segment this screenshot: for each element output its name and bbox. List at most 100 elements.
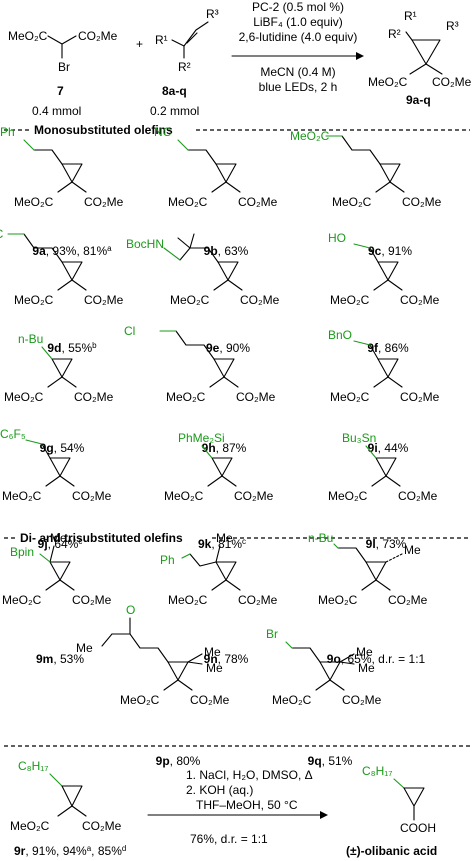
product-r2: R²	[388, 27, 401, 41]
9c-left-ester: MeO₂C	[332, 195, 372, 209]
9c-right-ester: CO₂Me	[402, 195, 442, 209]
9p-terminal-methyl: Me	[76, 641, 93, 655]
reagent-7-left-ester: MeO₂C	[8, 29, 48, 43]
9k-left-ester: MeO₂C	[164, 489, 204, 503]
9o-caption: 9o, 65%, d.r. = 1:1	[327, 652, 426, 666]
9e-substituent: BocHN	[126, 237, 164, 251]
9g-right-ester: CO₂Me	[74, 390, 114, 404]
olefin-8: R¹ R² R³ 8a-q 0.2 mmol	[150, 7, 219, 118]
compound-9a: MeO₂C CO₂Me Ph 9a, 93%, 81%a	[0, 125, 124, 258]
9n-methyl: Me	[216, 531, 233, 545]
9n-substituent: Ph	[160, 553, 175, 567]
9i-left-ester: MeO₂C	[330, 390, 370, 404]
reaction-arrow-main	[231, 52, 364, 60]
9i-caption: 9i, 44%	[368, 441, 409, 455]
9q-methyl-b: Me	[358, 661, 375, 675]
reagent-7-label: 7	[57, 84, 64, 98]
9n-right-ester: CO₂Me	[238, 593, 278, 607]
compound-9r-caption: 9r, 91%, 94%a, 85%d	[14, 844, 126, 858]
olefin-r1: R¹	[155, 33, 168, 47]
9q-right-ester: CO₂Me	[342, 693, 382, 707]
9f-substituent: HO	[328, 231, 346, 245]
final-condition-temp: THF–MeOH, 50 °C	[196, 798, 298, 812]
condition-catalyst: PC-2 (0.5 mol %)	[252, 0, 344, 14]
9q-methyl-a: Me	[356, 645, 373, 659]
9l-substituent: Bu₃Sn	[342, 431, 376, 445]
9p-methyl-b: Me	[206, 661, 223, 675]
compound-9d: MeO₂C CO₂Me HO₂C 9d, 55%b	[0, 227, 124, 355]
9l-left-ester: MeO₂C	[328, 489, 368, 503]
final-condition-step1: 1. NaCl, H₂O, DMSO, Δ	[186, 768, 313, 782]
9p-left-ester: MeO₂C	[120, 693, 160, 707]
reaction-arrow-final	[147, 811, 328, 819]
9m-right-ester: CO₂Me	[72, 593, 112, 607]
9f-caption: 9f, 86%	[367, 341, 409, 355]
olefin-r2: R²	[178, 60, 191, 74]
olefin-amount: 0.2 mmol	[150, 104, 199, 118]
reagent-7-right-ester: CO₂Me	[78, 29, 118, 43]
9k-substituent: PhMe₂Si	[178, 431, 225, 445]
product-9-general: R¹ R² R³ MeO₂C CO₂Me 9a-q	[368, 9, 472, 107]
reagent-7-amount: 0.4 mmol	[32, 104, 81, 118]
compound-9r-substituent: C₈H₁₇	[18, 759, 48, 773]
9a-substituent: Ph	[0, 125, 15, 139]
section-di-title: Di- and trisubstituted olefins	[20, 531, 183, 545]
9e-caption: 9e, 90%	[206, 341, 250, 355]
olefin-label: 8a-q	[162, 84, 187, 98]
compound-9r-right-ester: CO₂Me	[82, 819, 122, 833]
9j-right-ester: CO₂Me	[72, 489, 112, 503]
compound-9p: MeO₂C CO₂Me O Me Me Me 9p, 80%	[76, 603, 230, 768]
9m-left-ester: MeO₂C	[2, 593, 42, 607]
9c-substituent: MeO₂C	[290, 129, 330, 143]
9e-right-ester: CO₂Me	[240, 293, 280, 307]
reagent-7: MeO₂C Br CO₂Me 7 0.4 mmol	[8, 29, 118, 118]
product-right-ester: CO₂Me	[432, 75, 472, 89]
condition-base: 2,6-lutidine (4.0 equiv)	[239, 30, 358, 44]
9p-right-ester: CO₂Me	[190, 693, 230, 707]
final-condition-yield: 76%, d.r. = 1:1	[190, 832, 268, 846]
9b-right-ester: CO₂Me	[238, 195, 278, 209]
9q-substituent: Br	[266, 627, 278, 641]
9i-substituent: BnO	[328, 328, 352, 342]
compound-9g: MeO₂C CO₂Me n-Bu 9g, 54%	[4, 332, 114, 455]
9f-right-ester: CO₂Me	[400, 293, 440, 307]
9j-substituent: C₆F₅	[0, 427, 26, 441]
9i-right-ester: CO₂Me	[400, 390, 440, 404]
9g-left-ester: MeO₂C	[4, 390, 44, 404]
9d-caption: 9d, 55%b	[47, 341, 97, 355]
compound-9r-structure: C₈H₁₇ MeO₂C CO₂Me 9r, 91%, 94%a, 85%d	[10, 759, 126, 858]
9o-left-ester: MeO₂C	[318, 593, 358, 607]
9l-caption: 9l, 73%	[366, 537, 407, 551]
9q-left-ester: MeO₂C	[272, 693, 312, 707]
product-label: 9a-q	[406, 93, 431, 107]
9f-left-ester: MeO₂C	[330, 293, 370, 307]
compound-9m: MeO₂C CO₂Me Me Bpin 9m, 53%	[2, 531, 112, 666]
9d-left-ester: MeO₂C	[14, 293, 54, 307]
compound-9j: MeO₂C CO₂Me C₆F₅ 9j, 64%c	[0, 427, 112, 551]
condition-additive: LiBF₄ (1.0 equiv)	[253, 15, 343, 29]
9m-substituent: Bpin	[10, 545, 34, 559]
9a-left-ester: MeO₂C	[14, 195, 54, 209]
olibanic-acid-structure: C₈H₁₇ COOH (±)-olibanic acid	[346, 764, 437, 858]
product-left-ester: MeO₂C	[368, 75, 408, 89]
olibanic-acid-name: (±)-olibanic acid	[346, 844, 437, 858]
compound-9r-left-ester: MeO₂C	[10, 819, 50, 833]
section-mono-title: Monosubstituted olefins	[34, 123, 173, 137]
9h-right-ester: CO₂Me	[236, 390, 276, 404]
condition-light: blue LEDs, 2 h	[259, 80, 338, 94]
9o-methyl: Me	[404, 543, 421, 557]
9h-left-ester: MeO₂C	[166, 390, 206, 404]
9d-right-ester: CO₂Me	[84, 293, 124, 307]
9p-methyl-a: Me	[204, 645, 221, 659]
olibanic-acid-substituent: C₈H₁₇	[362, 764, 392, 778]
compound-9l: MeO₂C CO₂Me Bu₃Sn 9l, 73%	[328, 431, 438, 551]
compound-9c: MeO₂C CO₂Me MeO₂C 9c, 91%	[290, 129, 442, 258]
olibanic-acid-cooh: COOH	[400, 821, 436, 835]
9a-right-ester: CO₂Me	[84, 195, 124, 209]
9o-right-ester: CO₂Me	[388, 593, 428, 607]
9a-caption: 9a, 93%, 81%a	[32, 244, 112, 258]
olefin-r3: R³	[206, 7, 219, 21]
9p-substituent: O	[126, 603, 135, 617]
